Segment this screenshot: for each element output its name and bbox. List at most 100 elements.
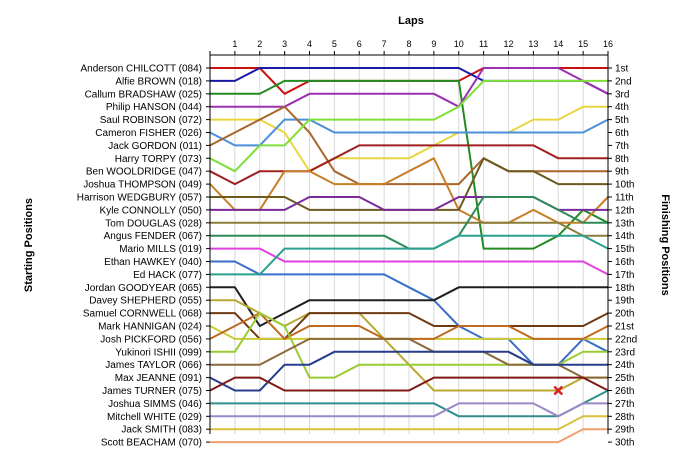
retired-marker-stroke-b — [553, 385, 564, 396]
lap-tick-label: 10 — [454, 39, 464, 49]
series-line-26 — [209, 376, 609, 392]
driver-label: Mark HANNIGAN (024) — [98, 322, 202, 333]
finish-position-label: 26th — [615, 386, 634, 397]
finish-position-label: 15th — [615, 244, 634, 255]
driver-label: Harry TORPY (073) — [115, 154, 202, 165]
series-line-10 — [209, 157, 609, 224]
driver-label: Harrison WEDGBURY (057) — [77, 193, 202, 204]
finish-position-label: 6th — [615, 128, 629, 139]
finish-position-label: 29th — [615, 425, 634, 436]
series-line-6 — [209, 118, 609, 147]
x-axis-title: Laps — [398, 15, 424, 27]
finish-position-label: 17th — [615, 270, 634, 281]
finish-position-label: 2nd — [615, 76, 632, 87]
lap-tick-label: 1 — [232, 39, 237, 49]
driver-label: Jack GORDON (011) — [108, 141, 202, 152]
lap-tick-label: 4 — [307, 39, 312, 49]
driver-label: James TURNER (075) — [102, 386, 202, 397]
series-line-8 — [209, 79, 608, 173]
driver-label: Samuel CORNWELL (068) — [83, 309, 202, 320]
lap-tick-label: 2 — [257, 39, 262, 49]
driver-label: Callum BRADSHAW (025) — [85, 89, 202, 100]
driver-label: Ethan HAWKEY (040) — [104, 257, 202, 268]
series-line-25 — [209, 350, 608, 392]
series-line-18 — [210, 286, 608, 327]
finish-position-label: 3rd — [615, 89, 629, 100]
driver-label: Scott BEACHAM (070) — [101, 438, 202, 449]
series-line-4 — [210, 67, 609, 108]
driver-label: Angus FENDER (067) — [104, 231, 202, 242]
lap-tick-label: 16 — [603, 39, 613, 49]
finish-position-label: 11th — [615, 193, 634, 204]
lap-tick-label: 14 — [553, 39, 563, 49]
driver-label: Ed HACK (077) — [133, 270, 202, 281]
retired-marker-1 — [553, 385, 564, 396]
right-axis-title: Finishing Positions — [659, 194, 671, 295]
series-line-27 — [210, 389, 609, 418]
driver-label: Philip HANSON (044) — [106, 102, 202, 113]
series-line-29 — [210, 415, 608, 431]
markers — [553, 385, 564, 396]
series-lines — [209, 67, 609, 444]
finish-position-label: 27th — [615, 399, 634, 410]
finish-position-label: 12th — [615, 205, 634, 216]
finish-position-label: 24th — [615, 360, 634, 371]
driver-label: Davey SHEPHERD (055) — [89, 296, 202, 307]
finish-position-label: 20th — [615, 309, 634, 320]
driver-label: Ben WOOLDRIDGE (047) — [86, 167, 202, 178]
series-line-17 — [210, 234, 609, 276]
driver-label: Josh PICKFORD (056) — [100, 334, 202, 345]
lap-tick-label: 9 — [431, 39, 436, 49]
finish-position-label: 13th — [615, 218, 634, 229]
driver-label: Joshua THOMPSON (049) — [83, 180, 202, 191]
finish-position-label: 7th — [615, 141, 629, 152]
finish-position-label: 21st — [615, 322, 634, 333]
driver-label: Cameron FISHER (026) — [95, 128, 202, 139]
driver-label: Tom DOUGLAS (028) — [105, 218, 202, 229]
lap-tick-label: 5 — [332, 39, 337, 49]
driver-label: Saul ROBINSON (072) — [100, 115, 202, 126]
series-line-13 — [210, 221, 608, 237]
lap-tick-label: 13 — [528, 39, 538, 49]
lap-tick-label: 11 — [479, 39, 488, 49]
driver-label: James TAYLOR (066) — [105, 360, 202, 371]
finish-position-label: 1st — [615, 64, 629, 75]
series-line-3 — [210, 79, 609, 250]
driver-label: Max JEANNE (091) — [115, 373, 202, 384]
finish-position-label: 23rd — [615, 347, 635, 358]
driver-label: Mario MILLS (019) — [119, 244, 202, 255]
driver-label: Jack SMITH (083) — [121, 425, 202, 436]
finish-position-label: 22nd — [615, 334, 637, 345]
driver-label: Joshua SIMMS (046) — [108, 399, 202, 410]
driver-label: Anderson CHILCOTT (084) — [80, 64, 202, 75]
finish-position-label: 30th — [615, 438, 634, 449]
driver-label: Kyle CONNOLLY (050) — [100, 205, 202, 216]
finish-position-label: 5th — [615, 115, 629, 126]
series-line-30 — [210, 428, 608, 444]
driver-label: Alfie BROWN (018) — [115, 76, 202, 87]
finish-position-label: 9th — [615, 167, 629, 178]
driver-label: Mitchell WHITE (029) — [107, 412, 202, 423]
driver-label: Jordan GOODYEAR (065) — [85, 283, 202, 294]
driver-label: Yukinori ISHII (099) — [115, 347, 202, 358]
lap-tick-label: 8 — [406, 39, 411, 49]
finish-position-label: 16th — [615, 257, 634, 268]
finish-position-label: 4th — [615, 102, 629, 113]
lap-tick-label: 12 — [503, 39, 513, 49]
lap-tick-label: 7 — [382, 39, 387, 49]
finish-position-label: 8th — [615, 154, 629, 165]
axes — [206, 51, 612, 443]
lap-tick-label: 6 — [357, 39, 362, 49]
series-line-9 — [209, 144, 608, 186]
finish-position-label: 10th — [615, 180, 634, 191]
finish-position-label: 19th — [615, 296, 634, 307]
finish-position-label: 18th — [615, 283, 634, 294]
left-axis-title: Starting Positions — [23, 198, 35, 292]
series-line-28 — [210, 402, 608, 418]
finish-position-label: 28th — [615, 412, 634, 423]
finish-position-label: 14th — [615, 231, 634, 242]
series-line-7 — [209, 105, 608, 186]
lap-tick-label: 3 — [282, 39, 287, 49]
